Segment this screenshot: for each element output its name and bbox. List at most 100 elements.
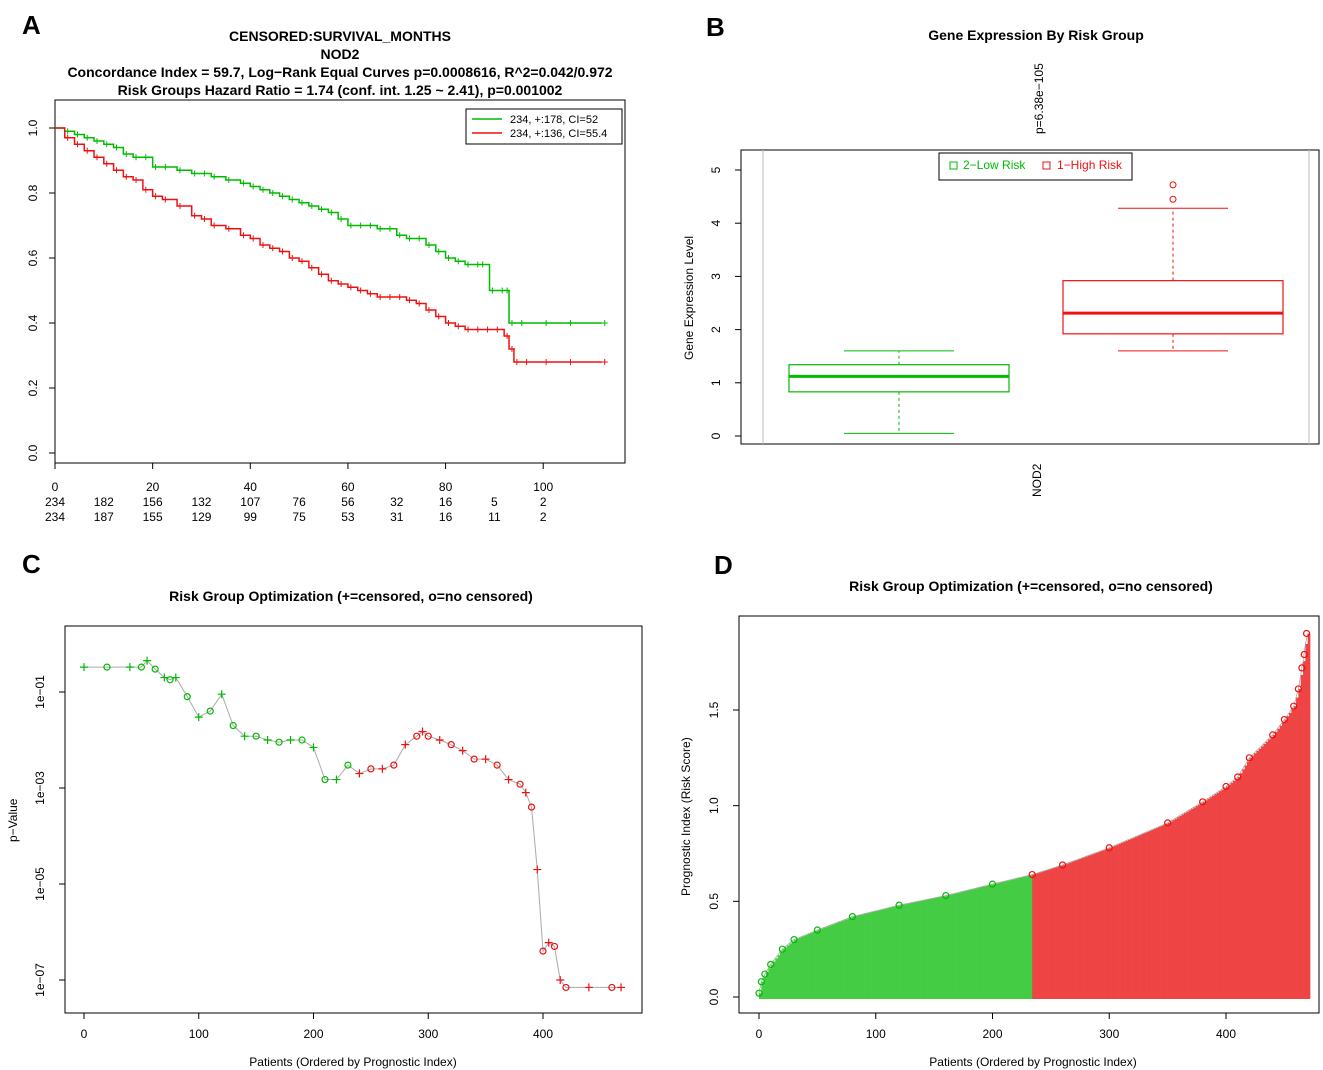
risk-count-high: 155 <box>143 510 163 524</box>
risk-bar-high <box>1186 812 1189 999</box>
risk-bar-low <box>997 883 1000 999</box>
risk-bar-low <box>908 903 911 999</box>
risk-bar-high <box>1137 836 1140 999</box>
risk-bar-low <box>1007 881 1010 999</box>
pvalue-point-censored <box>218 690 226 698</box>
risk-bar-low <box>920 901 923 999</box>
risk-bar-low <box>778 955 781 999</box>
panel-a-axes: 0 20 40 60 80 1000.00.20.40.60.81.0 <box>26 119 554 494</box>
risk-bar-low <box>792 942 795 999</box>
risk-bar-low <box>803 936 806 999</box>
risk-bar-high <box>1074 861 1077 999</box>
risk-bar-low <box>799 938 802 999</box>
risk-bar-high <box>1212 796 1215 999</box>
risk-bar-high <box>1196 806 1199 999</box>
pvalue-point-censored <box>533 866 541 874</box>
risk-bar-low <box>782 949 785 999</box>
km-censor-mark <box>543 320 549 326</box>
pvalue-point-censored <box>617 983 625 991</box>
risk-bar-high <box>1100 851 1103 999</box>
risk-bar-high <box>1170 821 1173 999</box>
risk-bar-high <box>1240 773 1243 999</box>
km-censor-mark <box>436 314 442 320</box>
risk-bar-high <box>1249 758 1252 999</box>
panel-d-ytick-label: 0.0 <box>707 988 721 1005</box>
risk-bar-low <box>906 904 909 999</box>
risk-bar-low <box>869 913 872 999</box>
risk-bar-high <box>1032 875 1035 999</box>
panel-a-xtick-label: 80 <box>439 480 453 494</box>
km-censor-mark <box>377 294 383 300</box>
risk-count-low: 16 <box>439 495 453 509</box>
km-censor-mark <box>543 359 549 365</box>
risk-bar-low <box>813 932 816 999</box>
km-censor-mark <box>485 327 491 333</box>
km-censor-mark <box>509 320 515 326</box>
km-censor-mark <box>270 190 276 196</box>
risk-bar-low <box>892 907 895 999</box>
km-censor-mark <box>153 193 159 199</box>
panel-a-legend-high: 234, +:136, CI=55.4 <box>510 128 607 140</box>
risk-count-low: 32 <box>390 495 404 509</box>
box-low <box>789 365 1009 392</box>
box-high <box>1063 281 1283 334</box>
km-censor-mark <box>387 226 393 232</box>
panel-d-xtick-label: 0 <box>756 1027 763 1041</box>
panel-c-ylabel: p−Value <box>6 798 20 842</box>
km-censor-mark <box>84 148 90 154</box>
km-censor-mark <box>201 216 207 222</box>
risk-bar-low <box>915 902 918 999</box>
panel-a-ytick-label: 1.0 <box>26 119 40 136</box>
pvalue-point-censored <box>264 736 272 744</box>
risk-bar-high <box>1277 729 1280 999</box>
risk-bar-low <box>983 886 986 999</box>
km-censor-mark <box>465 327 471 333</box>
risk-bar-high <box>1233 781 1236 999</box>
panel-b-ytick-label: 0 <box>709 432 723 439</box>
km-censor-mark <box>133 177 139 183</box>
risk-bar-low <box>880 910 883 999</box>
km-censor-mark <box>240 232 246 238</box>
risk-bar-high <box>1063 865 1066 999</box>
risk-bar-low <box>1000 882 1003 999</box>
km-curve-high <box>55 128 602 362</box>
km-censor-mark <box>280 193 286 199</box>
km-censor-mark <box>602 320 608 326</box>
km-censor-mark <box>74 132 80 138</box>
km-censor-mark <box>455 258 461 264</box>
panel-d-title: Risk Group Optimization (+=censored, o=n… <box>849 578 1213 594</box>
km-censor-mark <box>94 154 100 160</box>
km-censor-mark <box>226 226 232 232</box>
km-censor-mark <box>309 203 315 209</box>
panel-a-xtick-label: 0 <box>52 480 59 494</box>
risk-bar-low <box>981 887 984 999</box>
panel-d-xtick-label: 400 <box>1216 1027 1236 1041</box>
risk-bar-high <box>1182 814 1185 999</box>
risk-bar-low <box>771 964 774 999</box>
risk-count-low: 234 <box>45 495 65 509</box>
risk-bar-low <box>890 907 893 999</box>
risk-bar-low <box>1002 882 1005 999</box>
km-censor-mark <box>480 262 486 268</box>
pvalue-point-censored <box>522 789 530 797</box>
risk-bar-low <box>862 914 865 999</box>
panel-a-ytick-label: 0.8 <box>26 184 40 201</box>
km-censor-mark <box>328 210 334 216</box>
risk-bar-high <box>1086 856 1089 999</box>
risk-bar-low <box>822 928 825 999</box>
risk-bar-low <box>913 902 916 999</box>
risk-bar-high <box>1042 872 1045 999</box>
km-censor-mark <box>65 128 71 134</box>
risk-bar-low <box>848 918 851 999</box>
risk-bar-high <box>1058 866 1061 999</box>
risk-bar-low <box>843 920 846 999</box>
risk-count-high: 75 <box>292 510 306 524</box>
risk-bar-high <box>1060 866 1063 999</box>
risk-bar-low <box>1011 880 1014 999</box>
risk-bar-low <box>1009 880 1012 999</box>
km-censor-mark <box>270 245 276 251</box>
panel-c-title: Risk Group Optimization (+=censored, o=n… <box>169 588 533 604</box>
risk-bar-high <box>1254 753 1257 999</box>
panel-b-title: Gene Expression By Risk Group <box>928 27 1144 43</box>
panel-b-ytick-label: 3 <box>709 273 723 280</box>
